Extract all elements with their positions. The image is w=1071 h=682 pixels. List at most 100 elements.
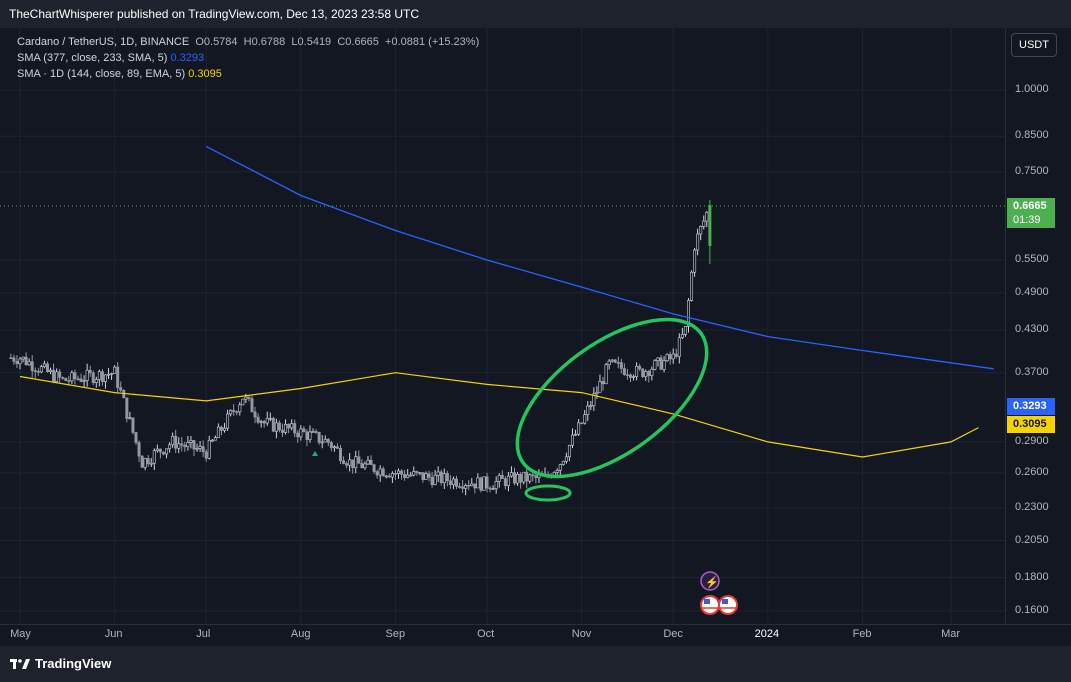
candle-body: [622, 368, 626, 375]
candle-body: [448, 480, 452, 485]
candle: [64, 377, 68, 382]
candle: [70, 370, 74, 384]
candle: [15, 355, 19, 368]
candle: [482, 476, 486, 491]
candle-body: [589, 405, 593, 408]
top-bar: TheChartWhisperer published on TradingVi…: [0, 0, 1071, 28]
candle-body: [430, 477, 434, 485]
candle: [372, 463, 376, 474]
publisher-text: TheChartWhisperer published on TradingVi…: [9, 7, 419, 21]
candle-body: [381, 468, 385, 477]
candle-body: [506, 475, 510, 486]
candle: [174, 429, 178, 454]
candle-body: [503, 478, 507, 486]
candle-body: [268, 417, 272, 420]
candle: [610, 359, 614, 363]
last-price-tag: 0.6665 01:39: [1007, 198, 1055, 228]
lightning-icon: [700, 571, 720, 591]
candle: [42, 360, 46, 369]
candle: [94, 376, 98, 388]
candle: [369, 455, 373, 465]
candle: [458, 482, 462, 489]
candle: [412, 466, 416, 477]
candle: [219, 425, 223, 436]
high-label: H: [243, 36, 252, 48]
candle-body: [476, 477, 480, 489]
candle-body: [696, 233, 700, 251]
symbol-row[interactable]: Cardano / TetherUS, 1D, BINANCE O0.5784 …: [17, 34, 479, 50]
candle-body: [79, 378, 83, 382]
candle: [287, 423, 291, 434]
candle-body: [601, 381, 605, 385]
candle-body: [42, 363, 46, 367]
candle: [85, 363, 89, 387]
candle-body: [134, 432, 138, 443]
candle: [607, 359, 611, 370]
time-axis-label: Oct: [477, 628, 495, 640]
candle: [433, 469, 437, 486]
candle-body: [82, 380, 86, 382]
candle-body: [216, 426, 220, 439]
candle: [375, 469, 379, 479]
candle: [296, 430, 300, 443]
candle: [302, 426, 306, 433]
candle-body: [671, 353, 675, 360]
candle: [186, 435, 190, 451]
candle-body: [400, 470, 404, 475]
candle: [439, 469, 443, 486]
candle-body: [445, 473, 449, 482]
candle-body: [403, 473, 407, 478]
price-axis-label: 0.2050: [1015, 533, 1049, 546]
candle: [198, 441, 202, 452]
candle: [110, 372, 114, 380]
price-axis[interactable]: [1005, 28, 1071, 624]
candle-body: [55, 371, 59, 382]
candle-body: [125, 397, 129, 419]
candle: [693, 247, 697, 277]
time-axis-label: Jul: [196, 628, 211, 640]
time-axis-label: Aug: [290, 628, 311, 640]
time-axis[interactable]: [0, 624, 1071, 647]
sma2-row[interactable]: SMA · 1D (144, close, 89, EMA, 5) 0.3095: [17, 66, 479, 82]
grid: [0, 28, 1005, 624]
candle: [45, 361, 49, 373]
candle-body: [158, 448, 162, 453]
chart-area[interactable]: ⚡: [0, 28, 1005, 624]
candle: [445, 470, 449, 487]
candle: [238, 402, 242, 416]
candle-body: [656, 357, 660, 361]
candle-body: [378, 468, 382, 476]
candle: [619, 358, 623, 374]
candle-body: [555, 469, 559, 473]
price-chart[interactable]: ⚡: [0, 28, 1005, 624]
candle-body: [461, 486, 465, 489]
candle-body: [241, 398, 245, 406]
currency-button[interactable]: USDT: [1011, 33, 1057, 57]
candle: [442, 468, 446, 489]
candle-body: [439, 471, 443, 484]
candle-body: [583, 414, 587, 424]
candle: [107, 368, 111, 380]
countdown-value: 01:39: [1013, 214, 1041, 226]
candle: [418, 472, 422, 476]
candle: [149, 457, 153, 468]
candle-body: [674, 353, 678, 357]
candle: [702, 215, 706, 230]
candle: [128, 411, 132, 420]
candle: [430, 471, 434, 488]
candle-body: [320, 441, 324, 444]
candle: [421, 472, 425, 483]
candle-body: [415, 471, 419, 473]
candle-body: [369, 459, 373, 465]
candle: [18, 356, 22, 370]
candle: [424, 471, 428, 480]
price-axis-label: 0.5500: [1015, 252, 1049, 265]
sma1-row[interactable]: SMA (377, close, 233, SMA, 5) 0.3293: [17, 50, 479, 66]
time-axis-label: Feb: [852, 628, 872, 640]
candle-body: [628, 374, 632, 378]
candle: [88, 365, 92, 377]
candle-body: [638, 365, 642, 370]
candle-body: [311, 431, 315, 433]
candle-body: [58, 371, 62, 378]
tradingview-logo[interactable]: TradingView: [10, 656, 111, 671]
